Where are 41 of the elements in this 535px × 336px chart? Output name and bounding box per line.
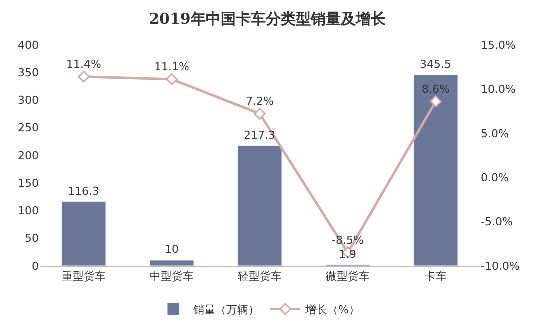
data-label: 8.6% xyxy=(422,82,450,96)
legend-label: 销量（万辆） xyxy=(192,304,260,317)
y2-tick-label: -10.0% xyxy=(481,260,520,273)
point xyxy=(430,96,442,108)
x-tick-label: 重型货车 xyxy=(62,270,106,284)
data-label: 10 xyxy=(165,243,179,256)
point xyxy=(166,74,178,86)
bar xyxy=(62,201,106,266)
data-label: 7.2% xyxy=(246,95,274,108)
bar xyxy=(414,74,458,266)
x-tick-label: 微型货车 xyxy=(326,270,370,284)
y-tick-label: 250 xyxy=(18,122,39,135)
y-tick-label: 0 xyxy=(32,260,39,273)
y-tick-label: 350 xyxy=(18,66,39,80)
y-tick-label: 150 xyxy=(18,176,39,190)
y-tick-label: 50 xyxy=(25,232,39,246)
bar xyxy=(150,260,194,266)
data-label: 11.1% xyxy=(154,60,190,74)
y2-tick-label: 0.0% xyxy=(481,171,509,184)
data-label: 11.4% xyxy=(66,58,102,72)
data-label: 217.3 xyxy=(244,129,276,142)
x-tick-label: 中型货车 xyxy=(150,270,194,284)
y-tick-label: 100 xyxy=(18,204,39,218)
data-label: 116.3 xyxy=(68,185,100,198)
y-tick-label: 300 xyxy=(18,94,39,108)
y-tick-label: 400 xyxy=(18,38,39,52)
point xyxy=(254,108,266,120)
x-tick-label: 卡车 xyxy=(425,270,447,284)
y2-tick-label: 5.0% xyxy=(481,127,509,140)
x-tick-label: 轻型货车 xyxy=(238,270,282,284)
bar xyxy=(238,146,282,266)
data-label: 345.5 xyxy=(420,58,452,71)
chart-title: 2019年中国卡车分类型销量及增长 xyxy=(149,10,387,28)
point xyxy=(78,70,90,83)
data-label: -8.5% xyxy=(332,234,364,247)
y2-tick-label: 10.0% xyxy=(481,83,516,96)
data-label: 1.9 xyxy=(339,248,356,261)
y-tick-label: 200 xyxy=(18,149,39,162)
y2-tick-label: 15.0% xyxy=(481,38,516,52)
y2-tick-label: -5.0% xyxy=(481,216,513,229)
legend-label: 增长（%） xyxy=(304,304,360,317)
